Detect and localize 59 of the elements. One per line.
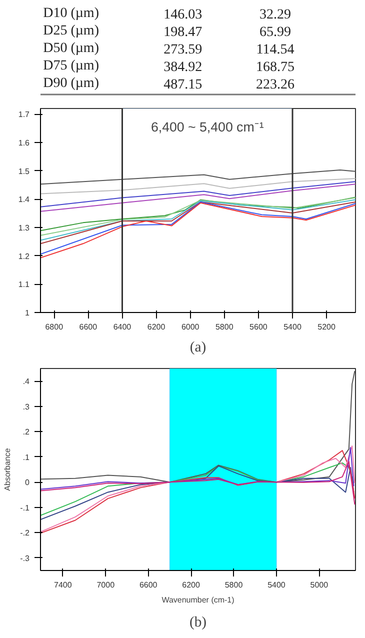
text: D50 (µm) [43,41,100,56]
x-tick-label: 7000 [96,580,116,590]
x-tick-label: 5800 [224,580,244,590]
text: 146.03 [164,7,202,22]
x-tick-label: 6400 [113,322,132,332]
text: D90 (µm) [43,76,100,92]
x-tick-label: 6000 [181,322,200,332]
x-tick-label: 5800 [215,322,234,332]
y-tick-label: -.1 [20,503,30,512]
y-tick-label: 1.6 [18,138,30,148]
x-tick-label: 5400 [268,580,286,590]
text: (b) [189,614,207,630]
x-tick-label: 5400 [284,322,302,332]
x-tick-label: 6600 [139,580,158,590]
text: 223.26 [256,78,294,93]
text: D75 (µm) [43,58,100,74]
line-series [40,370,356,483]
y-tick-label: 1.4 [18,195,30,204]
y-tick-label: .3 [22,402,30,412]
x-tick-label: 7400 [54,580,72,590]
y-tick-label: 1.3 [18,224,30,232]
y-tick-label: 1.7 [18,110,30,120]
y-tick-label: .1 [22,452,30,462]
line-series [40,184,356,212]
text: 168.75 [256,60,294,76]
x-tick-label: 6200 [147,322,166,332]
text: 65.99 [259,24,291,40]
text: 384.92 [164,60,202,76]
text: 273.59 [164,42,202,58]
y-tick-label: .4 [22,377,30,386]
x-tick-label: 5600 [250,322,268,332]
line-series [40,460,356,506]
line-series [40,447,354,490]
text: 32.29 [259,7,291,22]
text: 198.47 [164,24,202,40]
x-tick-label: 6600 [79,322,98,332]
y-tick-label: .2 [22,428,30,437]
text: (a) [190,340,206,356]
line-series [40,178,356,194]
y-axis-title: Absorbance [3,448,12,491]
line-series [40,169,356,185]
x-tick-label: 6800 [45,322,64,332]
x-tick-label: 5000 [310,580,329,590]
text: 487.15 [164,78,202,93]
y-tick-label: -.2 [20,528,30,538]
y-tick-label: 1.5 [18,166,30,176]
x-axis-title: Wavenumber (cm-1) [162,596,235,604]
text: D10 (µm) [43,6,100,21]
x-tick-label: 6200 [182,580,201,590]
text: 114.54 [256,42,294,58]
x-tick-label: 5200 [318,322,336,332]
line-series [40,181,356,208]
y-tick-label: 1.1 [18,280,30,290]
y-tick-label: 1 [25,308,30,318]
y-tick-label: -.3 [20,554,30,563]
y-tick-label: 1.2 [18,252,30,261]
band-label: 6,400 ~ 5,400 cm⁻¹ [150,119,264,134]
text: D25 (µm) [43,23,100,38]
y-tick-label: 0 [25,478,30,488]
